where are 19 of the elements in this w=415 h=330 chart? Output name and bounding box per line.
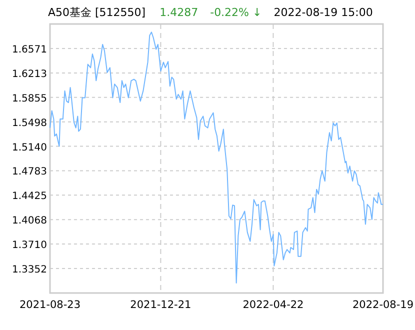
text: 1.4287 [160,6,198,19]
line-series [50,32,384,284]
text: -0.22% ↓ [210,6,262,19]
y-tick-label: 1.6571 [12,44,47,56]
x-tick-label: 2021-08-23 [19,299,81,311]
x-tick-label: 2021-12-21 [130,299,192,311]
y-tick-label: 1.3352 [12,264,47,276]
y-tick-label: 1.5498 [12,118,47,129]
text: 2022-08-19 15:00 [274,6,373,19]
y-tick-label: 1.4783 [12,166,47,178]
y-tick-label: 1.3710 [12,240,47,252]
y-tick-label: 1.6213 [12,68,47,80]
y-tick-label: 1.4425 [12,191,47,202]
x-tick-label: 2022-04-22 [242,299,304,311]
y-tick-label: 1.4068 [12,216,47,227]
y-tick-label: 1.5855 [12,93,47,104]
x-tick-label: 2022-08-19 [352,299,414,311]
y-tick-label: 1.5140 [12,142,47,154]
chart-title: A50基金 [512550] [48,6,146,19]
